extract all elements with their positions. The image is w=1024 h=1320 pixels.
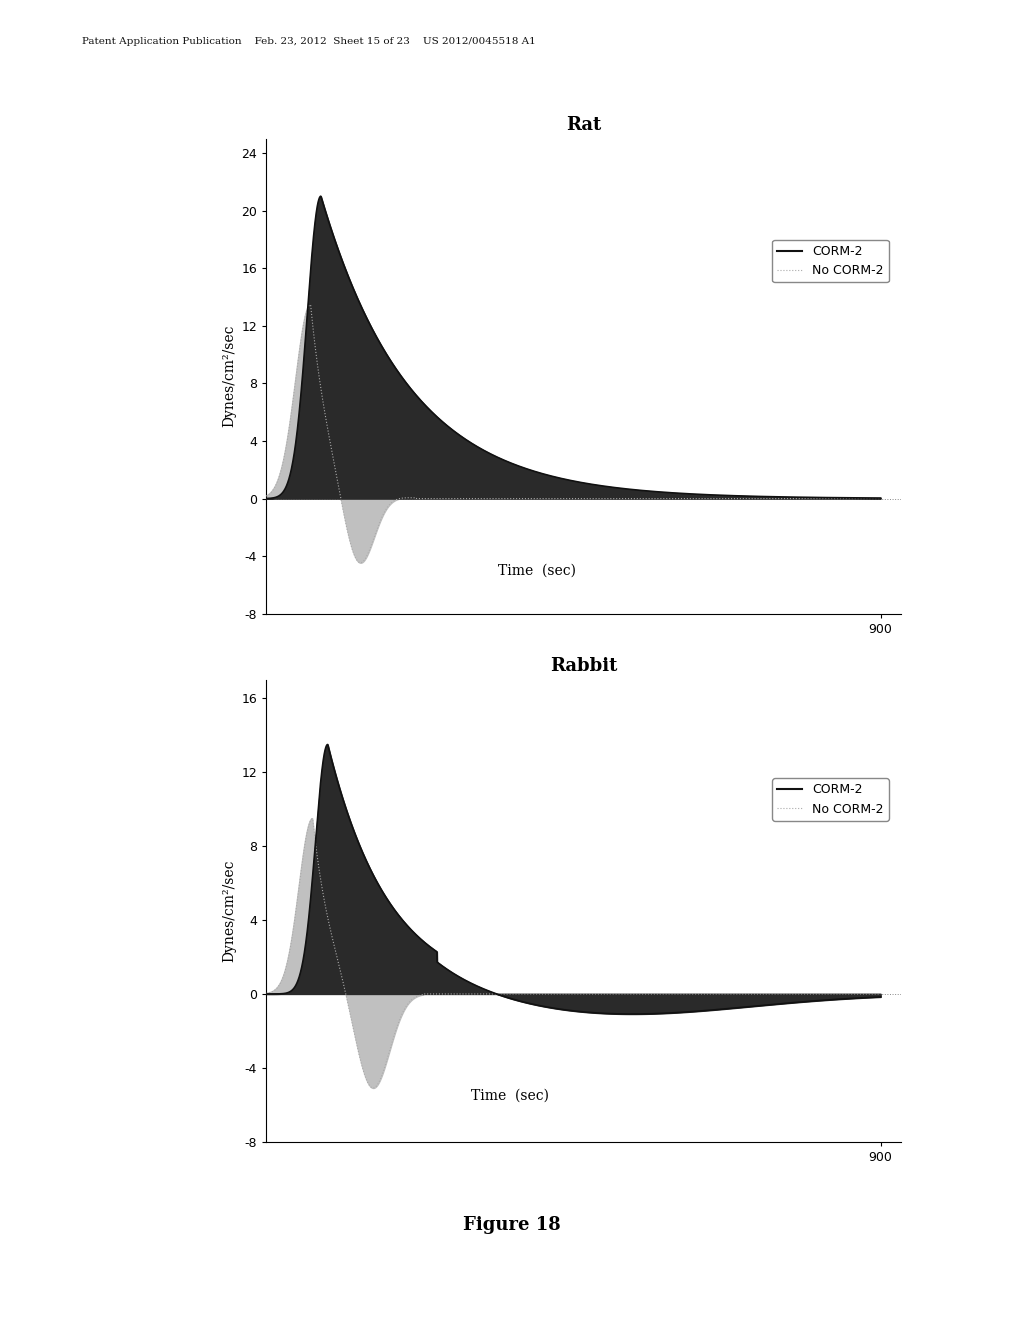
Y-axis label: Dynes/cm²/sec: Dynes/cm²/sec: [222, 859, 236, 962]
Title: Rat: Rat: [566, 116, 601, 135]
Text: Time  (sec): Time (sec): [499, 564, 577, 578]
Legend: CORM-2, No CORM-2: CORM-2, No CORM-2: [772, 779, 889, 821]
Text: Time  (sec): Time (sec): [471, 1089, 549, 1102]
Y-axis label: Dynes/cm²/sec: Dynes/cm²/sec: [222, 325, 236, 428]
Legend: CORM-2, No CORM-2: CORM-2, No CORM-2: [772, 240, 889, 282]
Text: Figure 18: Figure 18: [463, 1216, 561, 1234]
Text: Patent Application Publication    Feb. 23, 2012  Sheet 15 of 23    US 2012/00455: Patent Application Publication Feb. 23, …: [82, 37, 536, 46]
Title: Rabbit: Rabbit: [550, 657, 617, 676]
